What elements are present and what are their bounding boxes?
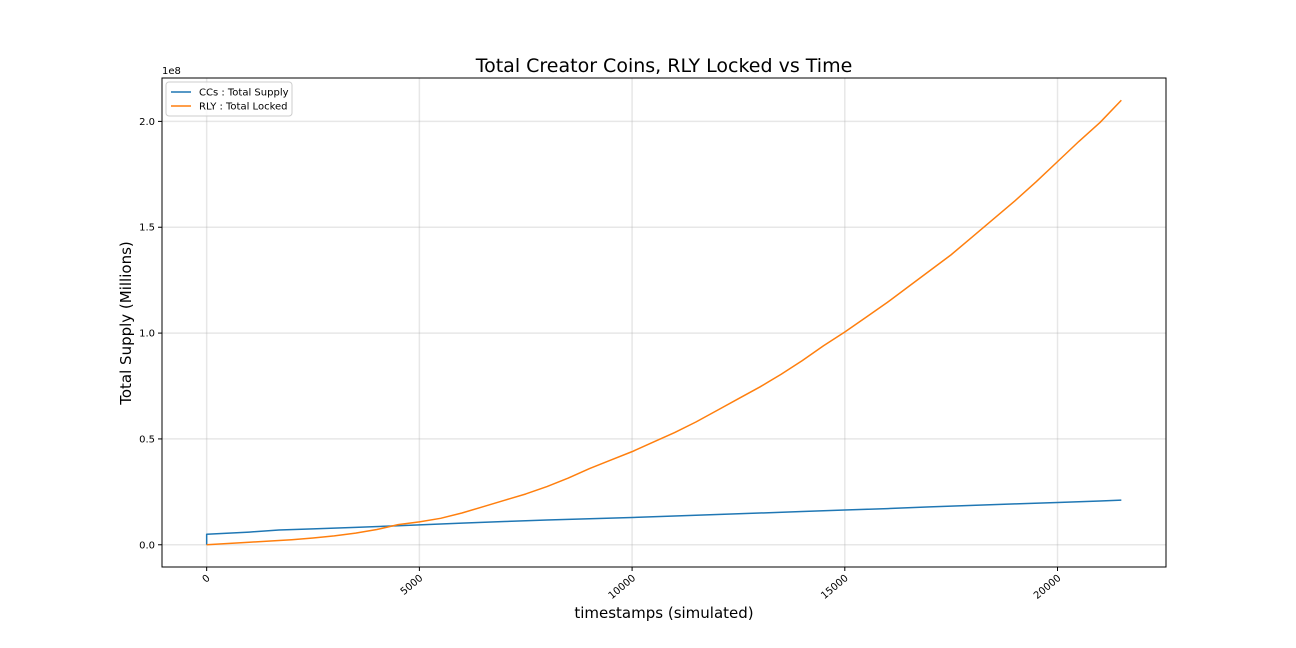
series-line-ccs-total-supply <box>205 499 1122 545</box>
y-offset-label: 1e8 <box>162 66 181 77</box>
series-line-rly-total-locked <box>206 99 1122 546</box>
y-tick-label: 2.0 <box>139 117 155 128</box>
legend-label: CCs : Total Supply <box>199 88 289 99</box>
legend: CCs : Total Supply RLY : Total Locked <box>165 81 293 117</box>
x-tick-label: 0 <box>201 573 213 586</box>
y-tick-label: 1.0 <box>139 329 155 340</box>
grid <box>162 78 1166 567</box>
chart-title: Total Creator Coins, RLY Locked vs Time <box>475 55 853 77</box>
series-layer <box>205 99 1122 546</box>
y-axis-title: Total Supply (Millions) <box>117 241 135 406</box>
legend-box <box>165 81 293 117</box>
legend-label: RLY : Total Locked <box>199 102 288 113</box>
y-tick-label: 0.0 <box>139 540 155 551</box>
plot-frame <box>161 77 1167 568</box>
y-tick-label: 0.5 <box>139 434 155 445</box>
y-tick-label: 1.5 <box>139 223 155 234</box>
x-axis-title: timestamps (simulated) <box>574 604 753 622</box>
